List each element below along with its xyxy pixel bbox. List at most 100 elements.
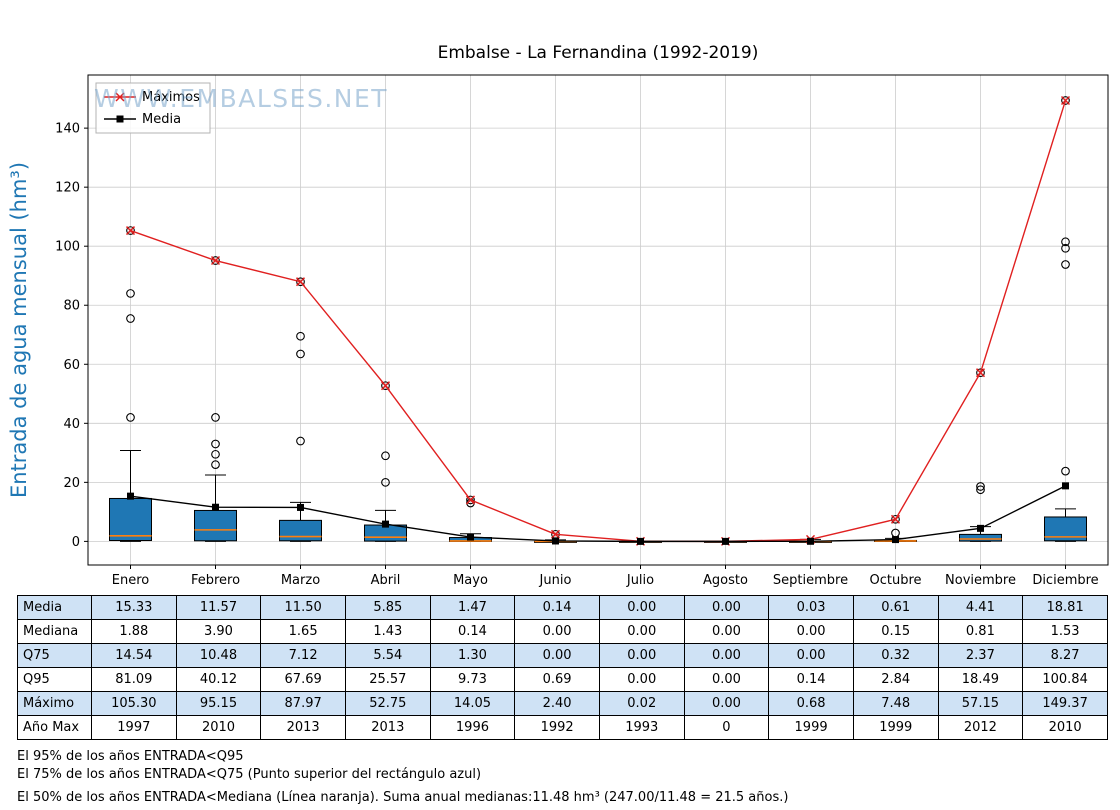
outlier-marker bbox=[126, 413, 135, 422]
x-tick-label: Octubre bbox=[869, 573, 921, 588]
outlier-marker bbox=[126, 314, 135, 323]
table-cell: 0.00 bbox=[683, 667, 770, 692]
table-cell: 40.12 bbox=[175, 667, 262, 692]
table-cell: 0 bbox=[683, 715, 770, 740]
outlier-marker bbox=[381, 451, 390, 461]
media-marker bbox=[297, 503, 304, 511]
table-cell: 25.57 bbox=[344, 667, 431, 692]
outlier-marker bbox=[211, 256, 220, 265]
series-line-maximos bbox=[130, 100, 1067, 543]
table-cell: 1997 bbox=[91, 715, 177, 740]
media-marker bbox=[127, 492, 134, 500]
table-row: Máximo 105.30 95.15 87.97 52.75 14.05 2.40 0.02… bbox=[17, 691, 1108, 716]
table-cell: 1993 bbox=[598, 715, 685, 740]
table-cell: 0.00 bbox=[598, 595, 685, 620]
table-cell: 1.47 bbox=[429, 595, 516, 620]
table-cell: 18.49 bbox=[937, 667, 1024, 692]
row-label: Año Max bbox=[17, 715, 92, 740]
box-body bbox=[1044, 516, 1087, 542]
x-tick-label: Febrero bbox=[191, 573, 240, 588]
table-cell: 1999 bbox=[852, 715, 939, 740]
x-tick-label: Junio bbox=[539, 573, 572, 588]
table-cell: 0.32 bbox=[852, 643, 939, 668]
x-tick-label: Mayo bbox=[453, 573, 488, 588]
row-label: Q95 bbox=[17, 667, 92, 692]
table-cell: 0.00 bbox=[683, 619, 770, 644]
maximos-marker bbox=[975, 368, 986, 378]
table-cell: 0.00 bbox=[598, 667, 685, 692]
table-cell: 0.15 bbox=[852, 619, 939, 644]
footnote-q95: El 95% de los años ENTRADA<Q95 bbox=[17, 749, 244, 764]
x-tick-label: Enero bbox=[112, 573, 150, 588]
outlier-marker bbox=[211, 413, 220, 422]
table-cell: 7.12 bbox=[260, 643, 346, 668]
legend-label-media: Media bbox=[142, 112, 181, 127]
table-cell: 100.84 bbox=[1022, 667, 1108, 692]
box-body bbox=[109, 497, 152, 542]
table-cell: 2012 bbox=[937, 715, 1024, 740]
plot-frame bbox=[87, 74, 1109, 566]
maximos-marker bbox=[465, 495, 476, 505]
outlier-marker bbox=[1061, 237, 1070, 247]
media-marker bbox=[807, 537, 814, 545]
outlier-marker bbox=[381, 477, 390, 487]
table-cell: 0.00 bbox=[514, 619, 600, 644]
x-tick-label: Agosto bbox=[703, 573, 748, 588]
legend-square-marker bbox=[116, 115, 124, 123]
table-cell: 2013 bbox=[344, 715, 431, 740]
footnote-mediana: El 50% de los años ENTRADA<Mediana (Líne… bbox=[17, 790, 789, 805]
outlier-marker bbox=[211, 460, 220, 469]
table-cell: 14.54 bbox=[91, 643, 177, 668]
table-cell: 1.53 bbox=[1022, 619, 1108, 644]
table-cell: 0.00 bbox=[768, 643, 854, 668]
outlier-marker bbox=[891, 514, 900, 524]
table-cell: 1.43 bbox=[344, 619, 431, 644]
table-cell: 2.40 bbox=[514, 691, 600, 716]
table-cell: 2.37 bbox=[937, 643, 1024, 668]
table-cell: 0.81 bbox=[937, 619, 1024, 644]
table-cell: 0.00 bbox=[683, 595, 770, 620]
outlier-marker bbox=[296, 349, 305, 359]
table-cell: 18.81 bbox=[1022, 595, 1108, 620]
table-cell: 0.00 bbox=[768, 619, 854, 644]
row-label: Máximo bbox=[17, 691, 92, 716]
table-cell: 67.69 bbox=[260, 667, 346, 692]
y-axis-label: Entrada de agua mensual (hm³) bbox=[7, 162, 31, 498]
x-tick-label: Noviembre bbox=[945, 573, 1016, 588]
outlier-marker bbox=[296, 436, 305, 446]
table-cell: 0.03 bbox=[768, 595, 854, 620]
media-marker bbox=[892, 536, 899, 544]
media-marker bbox=[637, 537, 644, 545]
box-body bbox=[279, 519, 322, 542]
maximos-marker bbox=[890, 514, 901, 524]
outlier-marker bbox=[1061, 260, 1070, 269]
table-cell: 0.61 bbox=[852, 595, 939, 620]
outlier-marker bbox=[381, 381, 390, 391]
x-tick-label: Diciembre bbox=[1032, 573, 1098, 588]
media-marker bbox=[977, 524, 984, 532]
y-tick-label: 20 bbox=[63, 476, 80, 491]
table-cell: 1.30 bbox=[429, 643, 516, 668]
table-cell: 1992 bbox=[514, 715, 600, 740]
legend: Máximos Media bbox=[95, 82, 211, 134]
outlier-marker bbox=[1061, 243, 1070, 253]
table-cell: 0.00 bbox=[598, 643, 685, 668]
table-cell: 0.68 bbox=[768, 691, 854, 716]
media-marker bbox=[1062, 482, 1069, 490]
y-tick-label: 140 bbox=[55, 122, 80, 137]
table-cell: 10.48 bbox=[175, 643, 262, 668]
table-row: Q95 81.09 40.12 67.69 25.57 9.73 0.69 0.00 0.00 0… bbox=[17, 667, 1108, 692]
media-marker bbox=[467, 533, 474, 541]
media-marker bbox=[552, 537, 559, 545]
x-tick-label: Septiembre bbox=[773, 573, 848, 588]
y-tick-label: 60 bbox=[63, 358, 80, 373]
series-line-media bbox=[130, 485, 1066, 543]
outlier-marker bbox=[211, 449, 220, 459]
table-cell: 0.00 bbox=[598, 619, 685, 644]
y-tick-label: 80 bbox=[63, 299, 80, 314]
table-cell: 1.88 bbox=[91, 619, 177, 644]
legend-x-marker bbox=[115, 92, 125, 102]
table-cell: 0.00 bbox=[683, 691, 770, 716]
table-cell: 8.27 bbox=[1022, 643, 1108, 668]
outlier-marker bbox=[976, 368, 985, 378]
